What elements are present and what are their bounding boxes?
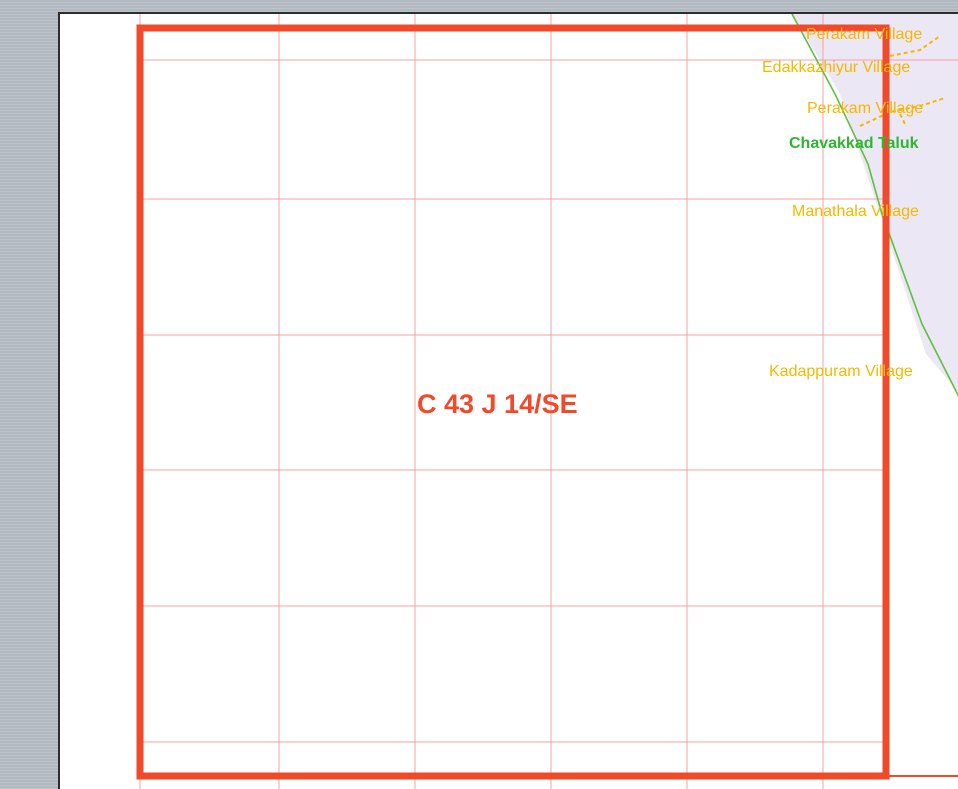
sheet-boundary[interactable] — [136, 24, 890, 780]
map-sheet: Perakam Village Edakkazhiyur Village Per… — [58, 12, 958, 789]
taluk-region — [792, 14, 958, 392]
village-label-perakam-1[interactable]: Perakam Village — [806, 26, 922, 43]
village-boundary-marks — [859, 35, 946, 127]
map-canvas[interactable]: Perakam Village Edakkazhiyur Village Per… — [60, 14, 958, 789]
village-label-perakam-2[interactable]: Perakam Village — [807, 100, 923, 117]
village-label-edakkazhiyur[interactable]: Edakkazhiyur Village — [762, 59, 910, 76]
village-label-kadappuram[interactable]: Kadappuram Village — [769, 363, 913, 380]
village-label-manathala[interactable]: Manathala Village — [792, 203, 919, 220]
sheet-id-label[interactable]: C 43 J 14/SE — [417, 389, 578, 419]
taluk-label[interactable]: Chavakkad Taluk — [789, 135, 919, 152]
taluk-boundary-line — [791, 14, 958, 397]
